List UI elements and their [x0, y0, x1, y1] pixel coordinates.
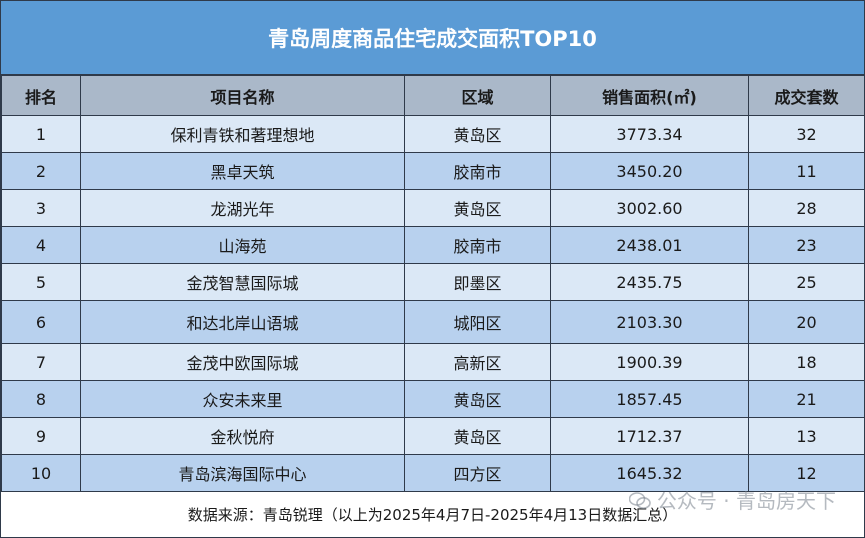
- table-row: 5 金茂智慧国际城 即墨区 2435.75 25: [1, 263, 865, 301]
- cell-sales-area: 1857.45: [550, 380, 749, 418]
- cell-project-name: 黑卓天筑: [80, 152, 405, 190]
- data-source-note: 数据来源：青岛锐理（以上为2025年4月7日-2025年4月13日数据汇总）: [1, 492, 864, 536]
- header-units: 成交套数: [748, 75, 865, 116]
- cell-rank: 8: [1, 380, 81, 418]
- table-row: 3 龙湖光年 黄岛区 3002.60 28: [1, 189, 865, 227]
- cell-sales-area: 3450.20: [550, 152, 749, 190]
- cell-units: 32: [748, 115, 865, 153]
- cell-project-name: 保利青铁和著理想地: [80, 115, 405, 153]
- cell-sales-area: 1712.37: [550, 417, 749, 455]
- cell-project-name: 金茂中欧国际城: [80, 343, 405, 381]
- table-row: 10 青岛滨海国际中心 四方区 1645.32 12: [1, 454, 865, 492]
- table-row: 8 众安未来里 黄岛区 1857.45 21: [1, 380, 865, 418]
- cell-units: 23: [748, 226, 865, 264]
- table-row: 9 金秋悦府 黄岛区 1712.37 13: [1, 417, 865, 455]
- cell-project-name: 金茂智慧国际城: [80, 263, 405, 301]
- cell-sales-area: 2438.01: [550, 226, 749, 264]
- cell-rank: 10: [1, 454, 81, 492]
- cell-rank: 4: [1, 226, 81, 264]
- cell-project-name: 金秋悦府: [80, 417, 405, 455]
- cell-district: 城阳区: [404, 300, 551, 344]
- cell-rank: 9: [1, 417, 81, 455]
- cell-units: 25: [748, 263, 865, 301]
- cell-rank: 7: [1, 343, 81, 381]
- header-project-name: 项目名称: [80, 75, 405, 116]
- cell-units: 20: [748, 300, 865, 344]
- table-row: 2 黑卓天筑 胶南市 3450.20 11: [1, 152, 865, 190]
- cell-units: 11: [748, 152, 865, 190]
- cell-rank: 3: [1, 189, 81, 227]
- cell-rank: 1: [1, 115, 81, 153]
- cell-rank: 5: [1, 263, 81, 301]
- cell-sales-area: 3002.60: [550, 189, 749, 227]
- header-sales-area: 销售面积(㎡): [550, 75, 749, 116]
- table-row: 7 金茂中欧国际城 高新区 1900.39 18: [1, 343, 865, 381]
- cell-district: 即墨区: [404, 263, 551, 301]
- cell-project-name: 龙湖光年: [80, 189, 405, 227]
- cell-sales-area: 3773.34: [550, 115, 749, 153]
- cell-rank: 6: [1, 300, 81, 344]
- table-title: 青岛周度商品住宅成交面积TOP10: [1, 1, 864, 75]
- cell-units: 18: [748, 343, 865, 381]
- cell-district: 胶南市: [404, 226, 551, 264]
- header-row: 排名 项目名称 区域 销售面积(㎡) 成交套数: [1, 75, 865, 116]
- cell-units: 21: [748, 380, 865, 418]
- cell-district: 高新区: [404, 343, 551, 381]
- cell-rank: 2: [1, 152, 81, 190]
- cell-units: 13: [748, 417, 865, 455]
- cell-sales-area: 2435.75: [550, 263, 749, 301]
- cell-units: 12: [748, 454, 865, 492]
- cell-sales-area: 2103.30: [550, 300, 749, 344]
- cell-project-name: 和达北岸山语城: [80, 300, 405, 344]
- cell-project-name: 青岛滨海国际中心: [80, 454, 405, 492]
- cell-project-name: 众安未来里: [80, 380, 405, 418]
- header-district: 区域: [404, 75, 551, 116]
- cell-units: 28: [748, 189, 865, 227]
- ranking-table: 排名 项目名称 区域 销售面积(㎡) 成交套数 1 保利青铁和著理想地 黄岛区 …: [1, 75, 865, 492]
- cell-district: 四方区: [404, 454, 551, 492]
- cell-district: 黄岛区: [404, 380, 551, 418]
- cell-district: 黄岛区: [404, 189, 551, 227]
- table-row: 1 保利青铁和著理想地 黄岛区 3773.34 32: [1, 115, 865, 153]
- cell-district: 黄岛区: [404, 115, 551, 153]
- cell-district: 黄岛区: [404, 417, 551, 455]
- cell-sales-area: 1645.32: [550, 454, 749, 492]
- header-rank: 排名: [1, 75, 81, 116]
- cell-district: 胶南市: [404, 152, 551, 190]
- table-row: 6 和达北岸山语城 城阳区 2103.30 20: [1, 300, 865, 344]
- cell-sales-area: 1900.39: [550, 343, 749, 381]
- cell-project-name: 山海苑: [80, 226, 405, 264]
- table-row: 4 山海苑 胶南市 2438.01 23: [1, 226, 865, 264]
